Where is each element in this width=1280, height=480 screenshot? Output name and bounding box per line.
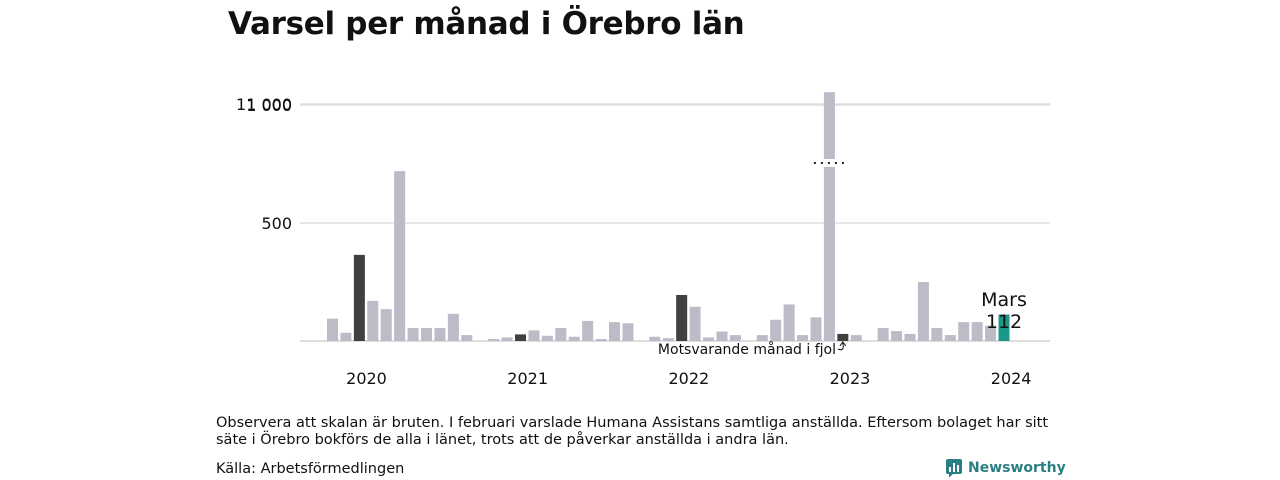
bar-2021-09	[595, 339, 607, 341]
newsworthy-label: Newsworthy	[968, 460, 1066, 476]
bar-2022-09	[756, 335, 768, 341]
x-tick-label: 2023	[830, 369, 871, 388]
x-tick-label: 2022	[668, 369, 709, 388]
bar-2023-07	[891, 331, 903, 341]
newsworthy-icon	[946, 459, 962, 478]
bar-2022-06	[716, 331, 728, 341]
bar-2020-05	[380, 309, 392, 341]
bar-2023-04	[850, 335, 862, 341]
bar-2022-02	[662, 338, 674, 341]
chart-note: Observera att skalan är bruten. I februa…	[216, 415, 1049, 448]
bar-2022-11	[783, 304, 795, 341]
y-tick-label: 1 000	[246, 96, 292, 115]
source-label: Källa: Arbetsförmedlingen	[216, 461, 405, 477]
bar-2021-06	[555, 328, 567, 341]
bar-2021-08	[582, 320, 594, 341]
bar-2020-01	[327, 318, 338, 341]
bar-2023-02	[823, 92, 835, 342]
bar-2020-08	[421, 328, 433, 341]
bars	[327, 92, 1010, 342]
y-tick-label: 11 000	[236, 95, 292, 114]
bar-2023-09	[917, 282, 929, 341]
x-axis-ticks: 2020 2021 2022 2023 2024	[346, 369, 1031, 388]
bar-2020-11	[461, 335, 473, 341]
bar-2021-02	[501, 337, 513, 341]
bar-2021-11	[622, 323, 634, 341]
gridlines	[300, 103, 1050, 342]
bar-2024-01	[971, 322, 983, 341]
bar-2020-10	[447, 313, 459, 341]
bar-2020-09	[434, 328, 446, 341]
bar-2022-01	[649, 336, 661, 341]
x-tick-label: 2020	[346, 369, 387, 388]
bar-2022-05	[703, 337, 715, 341]
x-tick-label: 2024	[991, 369, 1032, 388]
highlight-month-label: Mars	[981, 289, 1027, 311]
bar-2024-03	[998, 314, 1010, 341]
bar-2021-03	[515, 334, 527, 341]
bar-2022-12	[797, 335, 809, 341]
bar-2022-03	[676, 294, 688, 341]
bar-2023-03	[837, 333, 849, 341]
bar-2021-07	[568, 336, 580, 341]
annotation-arrow	[837, 342, 844, 351]
bar-2022-07	[729, 335, 741, 341]
bar-2021-04	[528, 330, 540, 341]
bar-2023-08	[904, 333, 916, 341]
comparison-annotation: Motsvarande månad i fjol	[658, 341, 836, 358]
bar-2023-06	[877, 328, 889, 341]
bar-2021-05	[541, 335, 553, 341]
bar-2020-04	[367, 300, 379, 341]
bar-2023-12	[958, 322, 970, 341]
bar-2020-02	[340, 332, 352, 341]
bar-2021-10	[609, 322, 621, 341]
bar-2023-10	[931, 328, 943, 341]
x-tick-label: 2021	[507, 369, 548, 388]
y-tick-label: 500	[261, 214, 292, 233]
bar-2023-01	[810, 317, 822, 341]
bar-2020-07	[407, 328, 419, 341]
bar-2024-02	[985, 325, 997, 341]
bar-2022-04	[689, 306, 701, 341]
bar-2023-11	[944, 335, 956, 341]
bar-2021-01	[488, 339, 500, 341]
bar-2022-10	[770, 319, 782, 341]
newsworthy-logo[interactable]: Newsworthy	[945, 458, 1066, 478]
bar-2020-06	[394, 171, 406, 341]
bar-2020-03	[353, 254, 365, 341]
highlight-value-label: 112	[986, 311, 1022, 333]
annotation-arrowhead	[839, 341, 847, 347]
chart-title: Varsel per månad i Örebro län	[228, 6, 745, 42]
